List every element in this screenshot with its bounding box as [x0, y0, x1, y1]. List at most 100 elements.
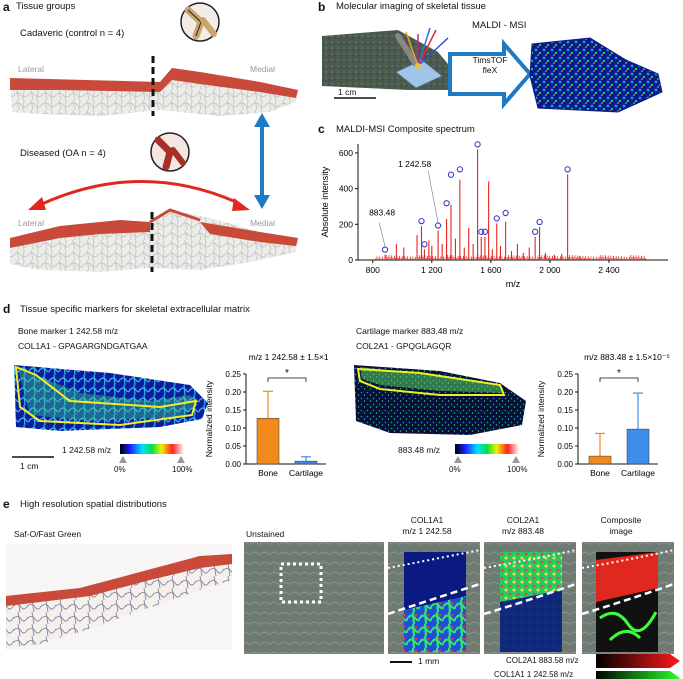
composite-header-line1: Composite: [600, 515, 642, 525]
msi-heatmap-image: [529, 37, 663, 113]
diseased-label: Diseased (OA n = 4): [20, 148, 106, 159]
col1-header-line1: COL1A1: [410, 515, 444, 525]
bar-y-tick-label: 0.05: [557, 442, 573, 451]
panel-c-label: c: [318, 122, 325, 136]
significance-marker: *: [285, 368, 289, 379]
lateral-label-top: Lateral: [18, 64, 44, 74]
lateral-label-bottom: Lateral: [18, 218, 44, 228]
bar-y-tick-label: 0.25: [557, 370, 573, 379]
panel-b-scale-label: 1 cm: [338, 87, 357, 97]
instrument-line1: TimsTOF: [472, 55, 508, 65]
bar-y-tick-label: 0.00: [225, 460, 241, 469]
region-of-interest-box: [279, 562, 323, 604]
spectrum-y-tick-label: 400: [339, 184, 353, 194]
legend-col1-label: COL1A1 1 242.58 m/z: [494, 670, 574, 679]
spectrum-peak-marker: [481, 228, 489, 235]
cart-colorbar-label: 883.48 m/z: [398, 445, 441, 455]
bone-marker-label: Bone marker 1 242.58 m/z: [18, 326, 119, 336]
panel-e-label: e: [3, 497, 10, 511]
cart-colorbar-max: 100%: [507, 465, 528, 474]
bar-chart-title: m/z 1 242.58 ± 1.5×10⁻⁵: [249, 352, 328, 362]
bar-category-label: Bone: [258, 468, 278, 478]
instrument-line2: fleX: [482, 65, 498, 75]
spectrum-annotation-line: [427, 170, 439, 223]
bar-y-tick-label: 0.15: [557, 406, 573, 415]
spectrum-peak-marker: [493, 215, 500, 222]
bone-msi-image: [14, 365, 208, 431]
bone-colorbar-min: 0%: [114, 465, 126, 474]
spectrum-x-tick-label: 1 600: [480, 265, 502, 275]
cartilage-msi-image: [354, 365, 526, 435]
maldi-label: MALDI - MSI: [472, 20, 527, 31]
cart-peptide-label: COL2A1 - GPQGLAGQR: [356, 341, 452, 351]
spectrum-peak-marker: [536, 218, 543, 226]
col1-image: [387, 542, 481, 654]
bar-bone: [588, 455, 612, 465]
healthy-knee-icon: [180, 2, 220, 42]
bar-y-tick-label: 0.00: [557, 460, 573, 469]
spectrum-annotation-883: 883.48: [369, 207, 395, 217]
spectrum-peak-marker: [443, 200, 450, 207]
spectrum-x-tick-label: 800: [366, 265, 380, 275]
panel-b-title: Molecular imaging of skeletal tissue: [336, 1, 486, 12]
bar-cartilage: [626, 428, 650, 465]
instrument-label: TimsTOF fleX: [470, 55, 510, 75]
panel-d-scale-label: 1 cm: [20, 461, 39, 471]
panel-d-title: Tissue specific markers for skeletal ext…: [20, 304, 250, 315]
spectrum-annotation-1242: 1 242.58: [398, 159, 431, 169]
col1-legend-bar: [596, 671, 680, 679]
spectrum-peak-marker: [381, 246, 389, 253]
bone-colorbar-min-marker: [119, 456, 127, 463]
significance-bracket: [267, 377, 307, 382]
spectrum-peak-marker: [502, 209, 509, 217]
spectrum-y-label: Absolute intensity: [320, 166, 330, 237]
instrument-arrow: [448, 38, 533, 110]
bone-bar-chart: m/z 1 242.58 ± 1.5×10⁻⁵ 0.00 0.05 0.10 0.15 0…: [204, 352, 328, 478]
significance-marker: *: [617, 368, 621, 379]
col2-image: [483, 542, 577, 654]
bar-y-tick-label: 0.15: [225, 406, 241, 415]
cart-marker-label: Cartilage marker 883.48 m/z: [356, 326, 464, 336]
panel-a-label: a: [3, 0, 10, 14]
spectrum-peak-marker: [447, 171, 455, 178]
bar-y-tick-label: 0.20: [557, 388, 573, 397]
spectrum-peak-marker: [456, 166, 464, 173]
bone-colorbar-max-marker: [177, 456, 185, 463]
spectrum-y-tick-label: 0: [348, 255, 353, 265]
spectrum-peak-marker: [478, 228, 485, 235]
bar-cartilage: [294, 460, 318, 465]
spectrum-y-tick-label: 200: [339, 219, 353, 229]
bar-y-tick-label: 0.10: [557, 424, 573, 433]
cart-colorbar-min: 0%: [449, 465, 461, 474]
col1-header-line2: m/z 1 242.58: [402, 526, 452, 536]
cart-colorbar-min-marker: [454, 456, 462, 463]
panel-d-label: d: [3, 302, 11, 316]
unstained-label: Unstained: [246, 529, 285, 539]
composite-header: Composite image: [582, 515, 660, 537]
col2-header-line1: COL2A1: [506, 515, 540, 525]
spectrum-x-label: m/z: [506, 279, 521, 289]
spectrum-y-tick-label: 600: [339, 148, 353, 158]
medial-label-bottom: Medial: [250, 218, 276, 228]
bar-category-label: Cartilage: [621, 468, 655, 478]
bar-y-tick-label: 0.10: [225, 424, 241, 433]
safo-stained-tissue: [6, 554, 232, 648]
bar-bone: [256, 418, 280, 465]
col2-legend-bar: [596, 654, 680, 668]
significance-bracket: [599, 377, 639, 382]
composite-header-line2: image: [609, 526, 633, 536]
spectrum-peak-marker: [434, 222, 442, 229]
bar-category-label: Bone: [590, 468, 610, 478]
panel-b-label: b: [318, 0, 326, 14]
diseased-knee-icon: [150, 132, 190, 172]
composite-image: [581, 542, 675, 654]
cart-colorbar: [455, 444, 519, 454]
bar-y-label: Normalized intensity: [204, 380, 214, 457]
panel-a-title: Tissue groups: [16, 1, 76, 12]
bone-colorbar: [120, 444, 184, 454]
spectrum-x-tick-label: 1 200: [421, 265, 443, 275]
panel-e-scale-label: 1 mm: [418, 656, 440, 666]
panel-e-images: [6, 542, 680, 679]
bone-colorbar-label: 1 242.58 m/z: [62, 445, 112, 455]
spectrum-peak-marker: [564, 166, 571, 173]
